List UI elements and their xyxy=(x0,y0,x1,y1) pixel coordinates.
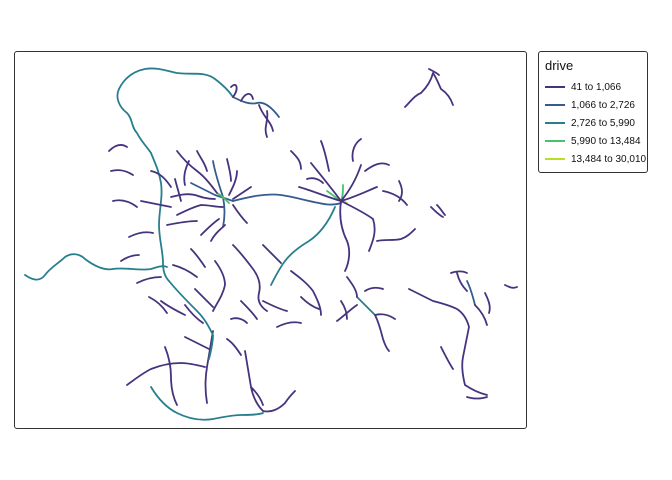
legend-swatch xyxy=(545,158,565,160)
route-southeast-core xyxy=(356,296,376,316)
legend-swatch xyxy=(545,86,565,88)
route-far-east-core xyxy=(466,280,476,306)
legend-label: 5,990 to 13,484 xyxy=(571,135,641,147)
route-north-east-arm xyxy=(232,96,280,118)
legend-label: 1,066 to 2,726 xyxy=(571,99,635,111)
legend-label: 41 to 1,066 xyxy=(571,81,622,93)
route-south-network xyxy=(126,300,296,413)
route-south-arc xyxy=(150,386,264,421)
route-north-loop xyxy=(118,67,234,98)
legend: drive 41 to 1,066 1,066 to 2,726 2,726 t… xyxy=(538,51,648,173)
legend-item: 5,990 to 13,484 xyxy=(545,134,641,148)
route-north-loop-west xyxy=(116,88,152,154)
route-east-fragment xyxy=(376,204,446,242)
route-west-subnetwork xyxy=(108,144,206,314)
route-south-spine xyxy=(168,280,214,360)
legend-label: 13,484 to 30,010 xyxy=(571,153,647,165)
route-east-hub-branches xyxy=(290,138,408,272)
route-hub-link xyxy=(232,193,342,206)
route-network-map xyxy=(24,67,518,421)
route-far-east-branches xyxy=(408,270,518,400)
route-central-south xyxy=(194,244,322,328)
legend-item: 1,066 to 2,726 xyxy=(545,98,635,112)
legend-swatch xyxy=(545,140,565,142)
legend-item: 41 to 1,066 xyxy=(545,80,621,94)
route-northeast-fragment xyxy=(404,68,454,108)
route-southeast-branches xyxy=(336,276,396,352)
route-west-hub-center xyxy=(216,192,230,204)
legend-item: 2,726 to 5,990 xyxy=(545,116,635,130)
route-west-arm xyxy=(24,253,168,281)
legend-label: 2,726 to 5,990 xyxy=(571,117,635,129)
legend-title: drive xyxy=(545,58,574,73)
route-north-spur xyxy=(230,84,274,138)
route-west-hub-branches xyxy=(140,150,252,242)
legend-swatch xyxy=(545,104,565,106)
legend-item: 13,484 to 30,010 xyxy=(545,152,646,166)
route-hub-link-south xyxy=(270,206,336,286)
legend-swatch xyxy=(545,122,565,124)
map-panel[interactable] xyxy=(14,51,527,429)
